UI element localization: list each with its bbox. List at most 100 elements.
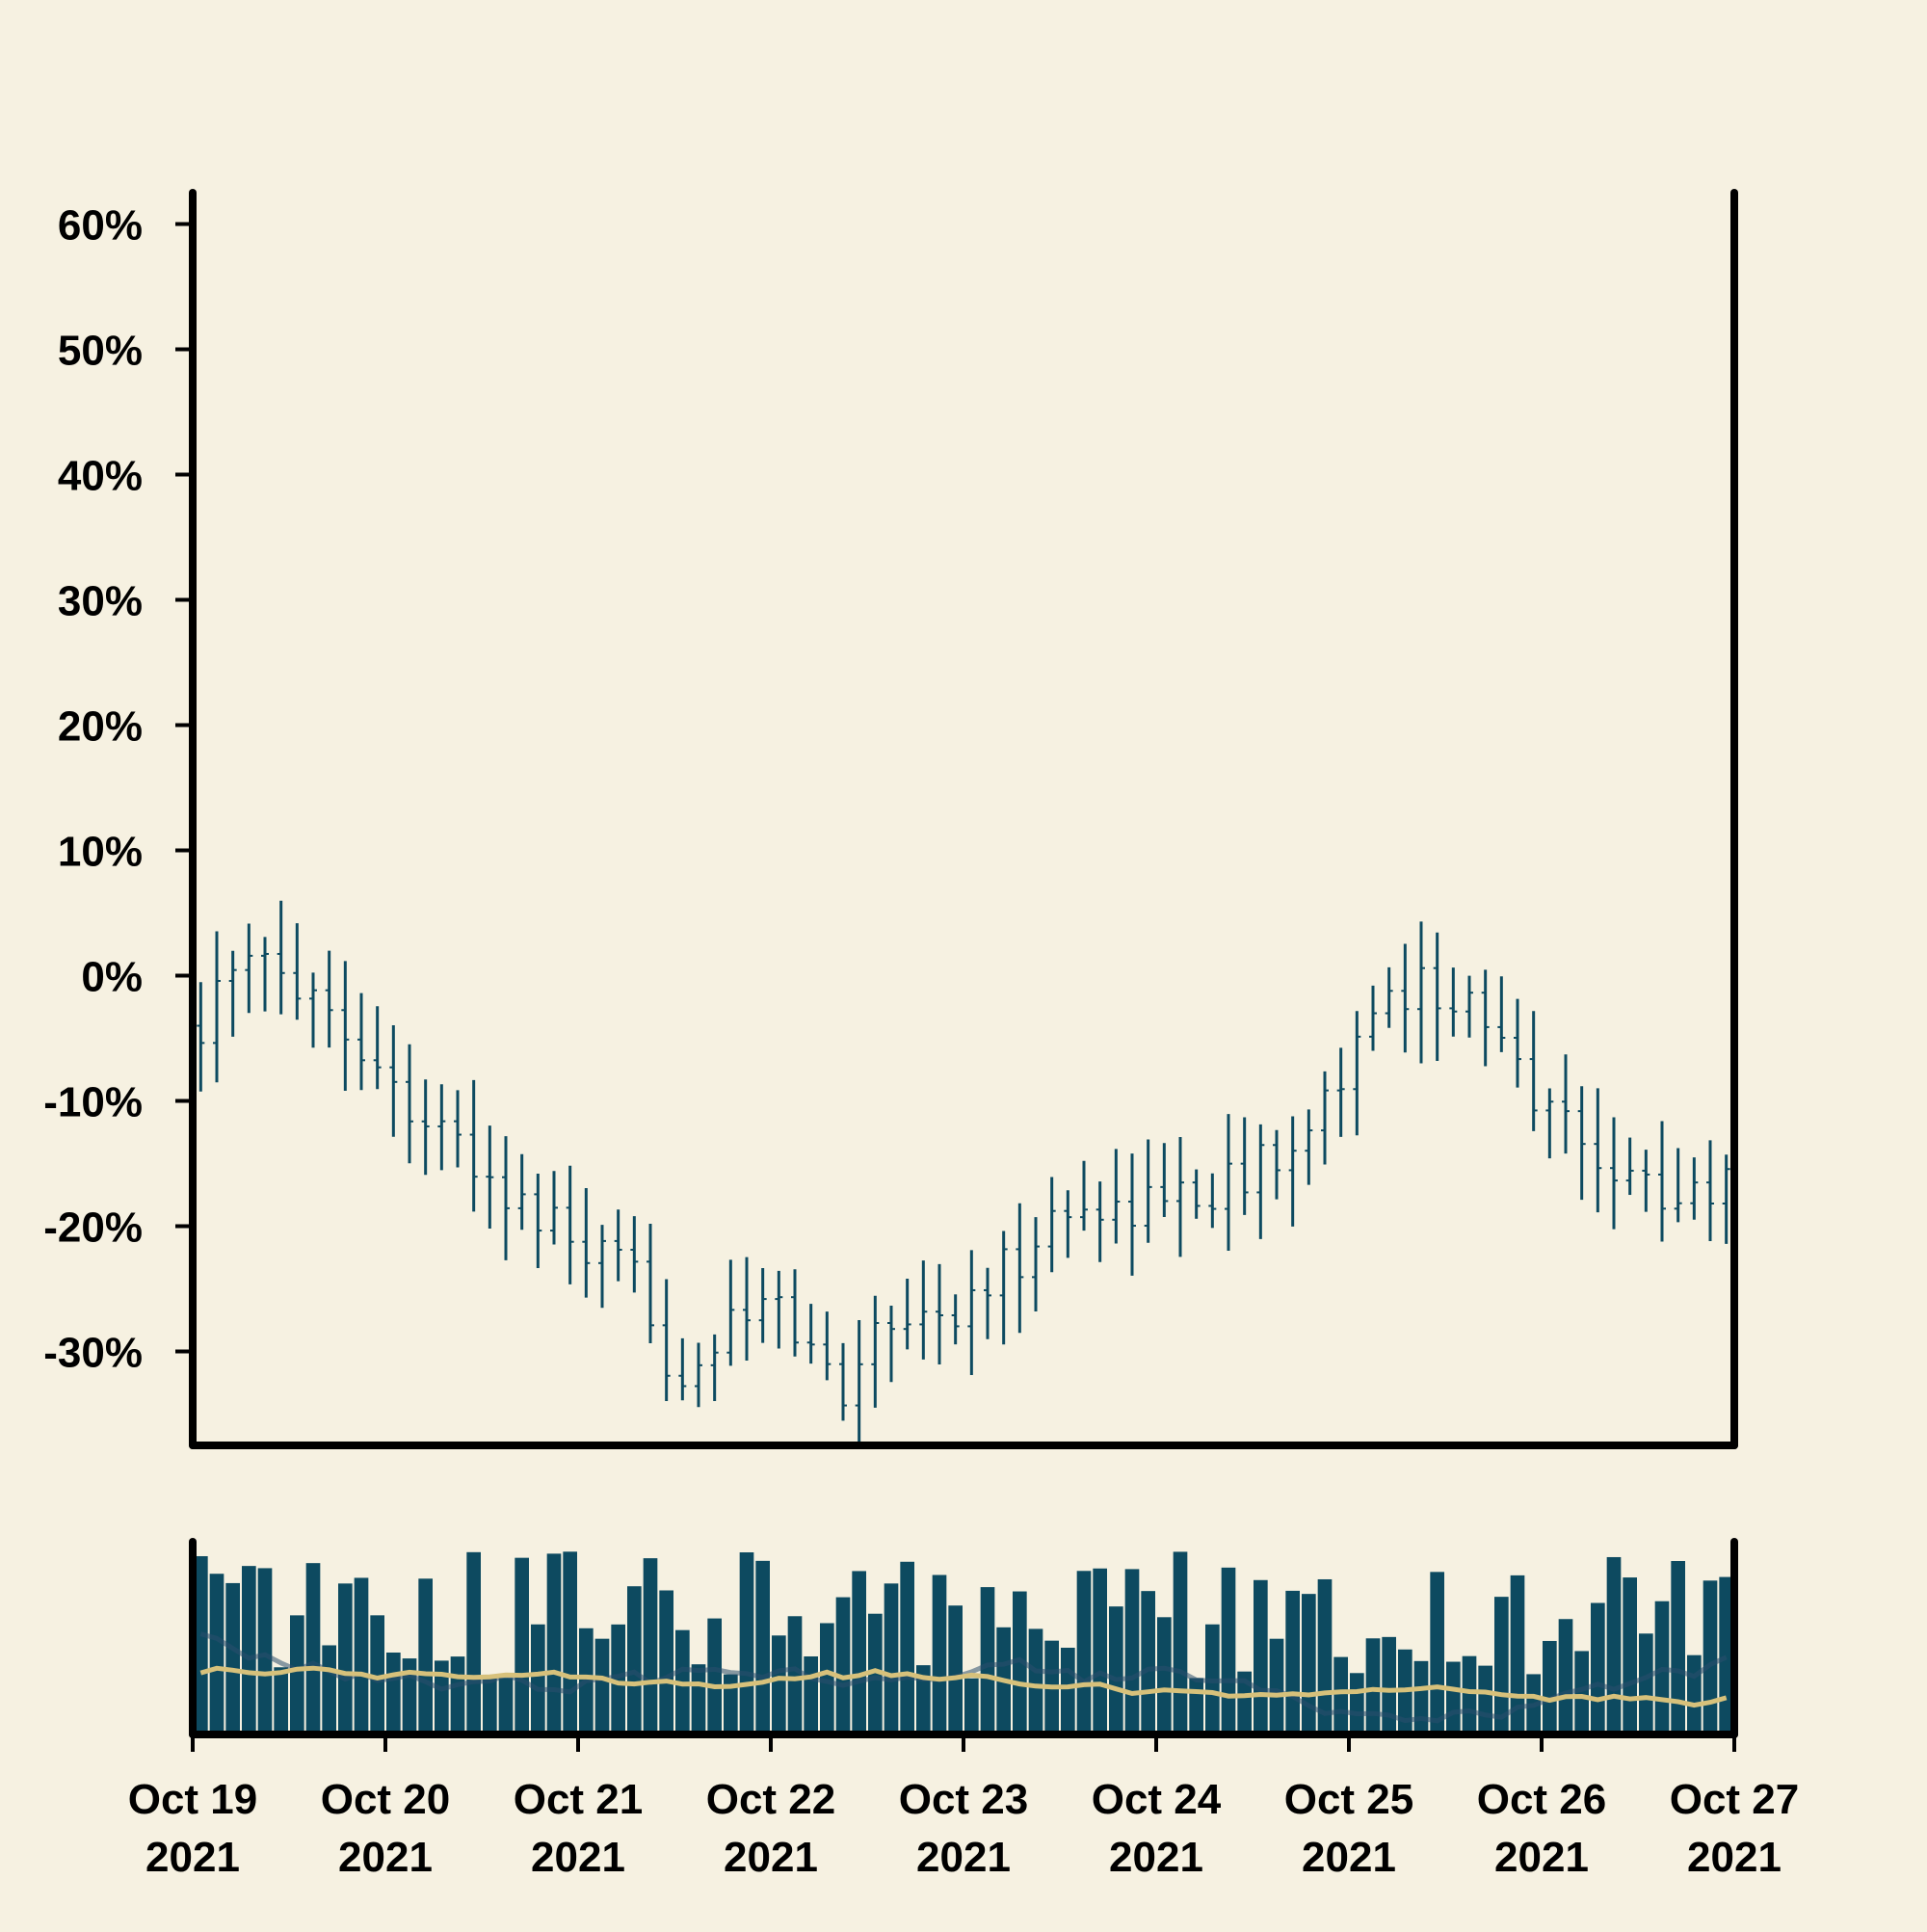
volume-bar xyxy=(1061,1647,1075,1734)
volume-bar xyxy=(1606,1556,1622,1734)
volume-bar xyxy=(563,1551,577,1734)
ohlc-bar xyxy=(887,1306,895,1383)
ohlc-bar xyxy=(726,1259,735,1366)
volume-bar xyxy=(1124,1569,1140,1734)
y-tick-label: 50% xyxy=(58,328,143,375)
volume-bar xyxy=(627,1586,642,1734)
volume-bar xyxy=(1237,1671,1252,1734)
volume-bar xyxy=(515,1557,529,1734)
ohlc-bar xyxy=(437,1084,446,1171)
x-tick-label-year: 2021 xyxy=(531,1834,625,1881)
ohlc-bar xyxy=(1594,1088,1602,1213)
volume-bar xyxy=(1302,1594,1316,1734)
ohlc-bar xyxy=(1208,1173,1217,1229)
volume-bar xyxy=(450,1656,465,1734)
ohlc-bar xyxy=(1625,1137,1634,1196)
ohlc-bar xyxy=(566,1165,574,1284)
volume-bar xyxy=(643,1558,658,1734)
volume-bar xyxy=(804,1655,818,1734)
volume-bar xyxy=(1093,1568,1107,1734)
ohlc-bar xyxy=(1481,969,1490,1067)
ohlc-bar xyxy=(1240,1117,1249,1215)
volume-bar xyxy=(305,1563,321,1734)
volume-bar xyxy=(242,1566,256,1734)
ohlc-bar xyxy=(293,923,302,1020)
ohlc-bar xyxy=(823,1311,832,1381)
volume-bar xyxy=(257,1568,273,1734)
volume-bar xyxy=(1703,1580,1718,1734)
ohlc-bar xyxy=(469,1079,478,1212)
y-tick-label: -10% xyxy=(43,1079,143,1126)
volume-bar xyxy=(916,1665,931,1734)
ohlc-bar xyxy=(1321,1071,1329,1165)
volume-bar xyxy=(932,1575,947,1734)
ohlc-bar xyxy=(1095,1181,1104,1262)
volume-bar xyxy=(659,1590,673,1734)
y-tick-label: 60% xyxy=(58,202,143,250)
volume-bar xyxy=(1350,1673,1364,1734)
volume-bar xyxy=(1028,1628,1043,1734)
volume-bar xyxy=(739,1551,754,1734)
volume-bar xyxy=(884,1583,899,1734)
ohlc-bar xyxy=(1273,1129,1280,1200)
x-tick-label-year: 2021 xyxy=(724,1834,818,1881)
volume-bar xyxy=(900,1561,914,1734)
y-tick-label: 0% xyxy=(81,954,143,1001)
x-tick-label-year: 2021 xyxy=(1494,1834,1589,1881)
ohlc-bar xyxy=(630,1216,639,1293)
x-tick-label-year: 2021 xyxy=(1302,1834,1396,1881)
ohlc-bar xyxy=(1353,1011,1361,1136)
ohlc-bar xyxy=(1658,1121,1666,1242)
ohlc-bar xyxy=(1144,1139,1152,1243)
volume-bar xyxy=(724,1674,738,1734)
ohlc-bar xyxy=(1112,1149,1121,1244)
volume-bar xyxy=(594,1638,610,1734)
ohlc-bar xyxy=(421,1079,430,1176)
y-tick-label: 30% xyxy=(58,578,143,625)
volume-moving-averages xyxy=(199,1631,1728,1724)
volume-bar xyxy=(1221,1567,1236,1734)
volume-bar xyxy=(820,1623,834,1734)
volume-bar xyxy=(1671,1561,1685,1734)
ohlc-bar xyxy=(775,1270,783,1349)
x-tick-label-year: 2021 xyxy=(338,1834,433,1881)
volume-bar xyxy=(964,1678,979,1734)
ohlc-bar xyxy=(1449,967,1458,1037)
ohlc-bar xyxy=(647,1223,654,1343)
ohlc-bar xyxy=(1192,1169,1201,1219)
ohlc-bar xyxy=(871,1295,880,1408)
volume-bar xyxy=(354,1577,369,1734)
ohlc-bar xyxy=(1401,943,1410,1053)
ohlc-bar xyxy=(454,1090,462,1168)
volume-bar xyxy=(852,1571,866,1734)
volume-bar xyxy=(1543,1640,1557,1734)
ohlc-bar xyxy=(486,1125,494,1230)
ohlc-bar xyxy=(309,972,317,1048)
ohlc-bar xyxy=(1047,1177,1056,1273)
ohlc-bar xyxy=(406,1044,413,1164)
ohlc-bar xyxy=(984,1267,991,1339)
ohlc-bar xyxy=(1369,985,1377,1051)
ohlc-bar xyxy=(791,1269,799,1357)
ohlc-bar xyxy=(1305,1109,1313,1185)
volume-bar xyxy=(194,1555,208,1734)
volume-bar xyxy=(1076,1571,1092,1734)
volume-bar xyxy=(1382,1636,1396,1734)
volume-bar xyxy=(1687,1654,1702,1734)
x-tick-label-date: Oct 20 xyxy=(321,1776,451,1823)
volume-bar xyxy=(1285,1590,1300,1734)
ohlc-bar xyxy=(1160,1143,1169,1217)
x-tick-label-year: 2021 xyxy=(145,1834,240,1881)
ohlc-bar xyxy=(1642,1150,1650,1212)
ohlc-bar xyxy=(1176,1137,1184,1257)
moving-average-line xyxy=(199,1665,1728,1708)
ohlc-bar xyxy=(213,931,221,1083)
volume-bar xyxy=(1558,1619,1573,1734)
volume-bar xyxy=(1462,1655,1477,1734)
x-tick-label-date: Oct 23 xyxy=(899,1776,1029,1823)
ohlc-bar xyxy=(1128,1153,1136,1276)
ohlc-bar xyxy=(839,1342,847,1421)
volume-bar xyxy=(772,1635,786,1734)
